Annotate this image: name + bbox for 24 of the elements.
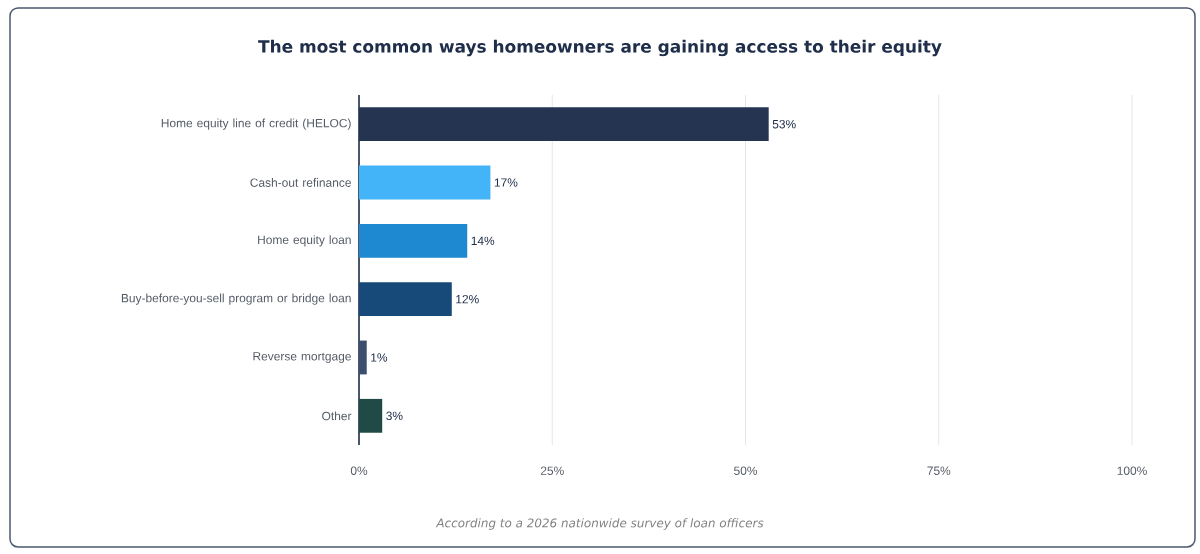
- data-label: 3%: [386, 411, 403, 421]
- x-tick-label: 75%: [927, 466, 951, 475]
- bar: [359, 223, 468, 258]
- y-tick-label: Home equity line of credit (HELOC): [161, 118, 351, 130]
- data-label: 17%: [494, 178, 518, 187]
- data-label: 1%: [371, 353, 388, 362]
- x-tick-label: 50%: [734, 466, 758, 475]
- x-tick-label: 25%: [540, 466, 564, 475]
- text: According to a 2026 nationwide survey of loan officers: [435, 518, 764, 530]
- bar: [359, 398, 383, 433]
- y-tick-label: Cash-out refinance: [250, 178, 351, 187]
- y-tick-label: Other: [322, 411, 352, 421]
- data-label: 12%: [456, 294, 479, 304]
- y-tick-label: Reverse mortgage: [253, 352, 351, 363]
- bar: [359, 165, 491, 200]
- bar: [359, 282, 452, 317]
- y-tick-label: Home equity loan: [258, 235, 351, 247]
- y-tick-label: Buy-before-you-sell program or bridge loan: [121, 293, 351, 305]
- bar: [359, 340, 367, 375]
- chart-title: The most common ways homeowners are gaining access to their equity: [258, 39, 942, 57]
- x-tick-label: 100%: [1117, 466, 1147, 475]
- data-label: 14%: [471, 236, 495, 245]
- data-label: 53%: [772, 119, 796, 129]
- x-tick-label: 0%: [350, 466, 368, 475]
